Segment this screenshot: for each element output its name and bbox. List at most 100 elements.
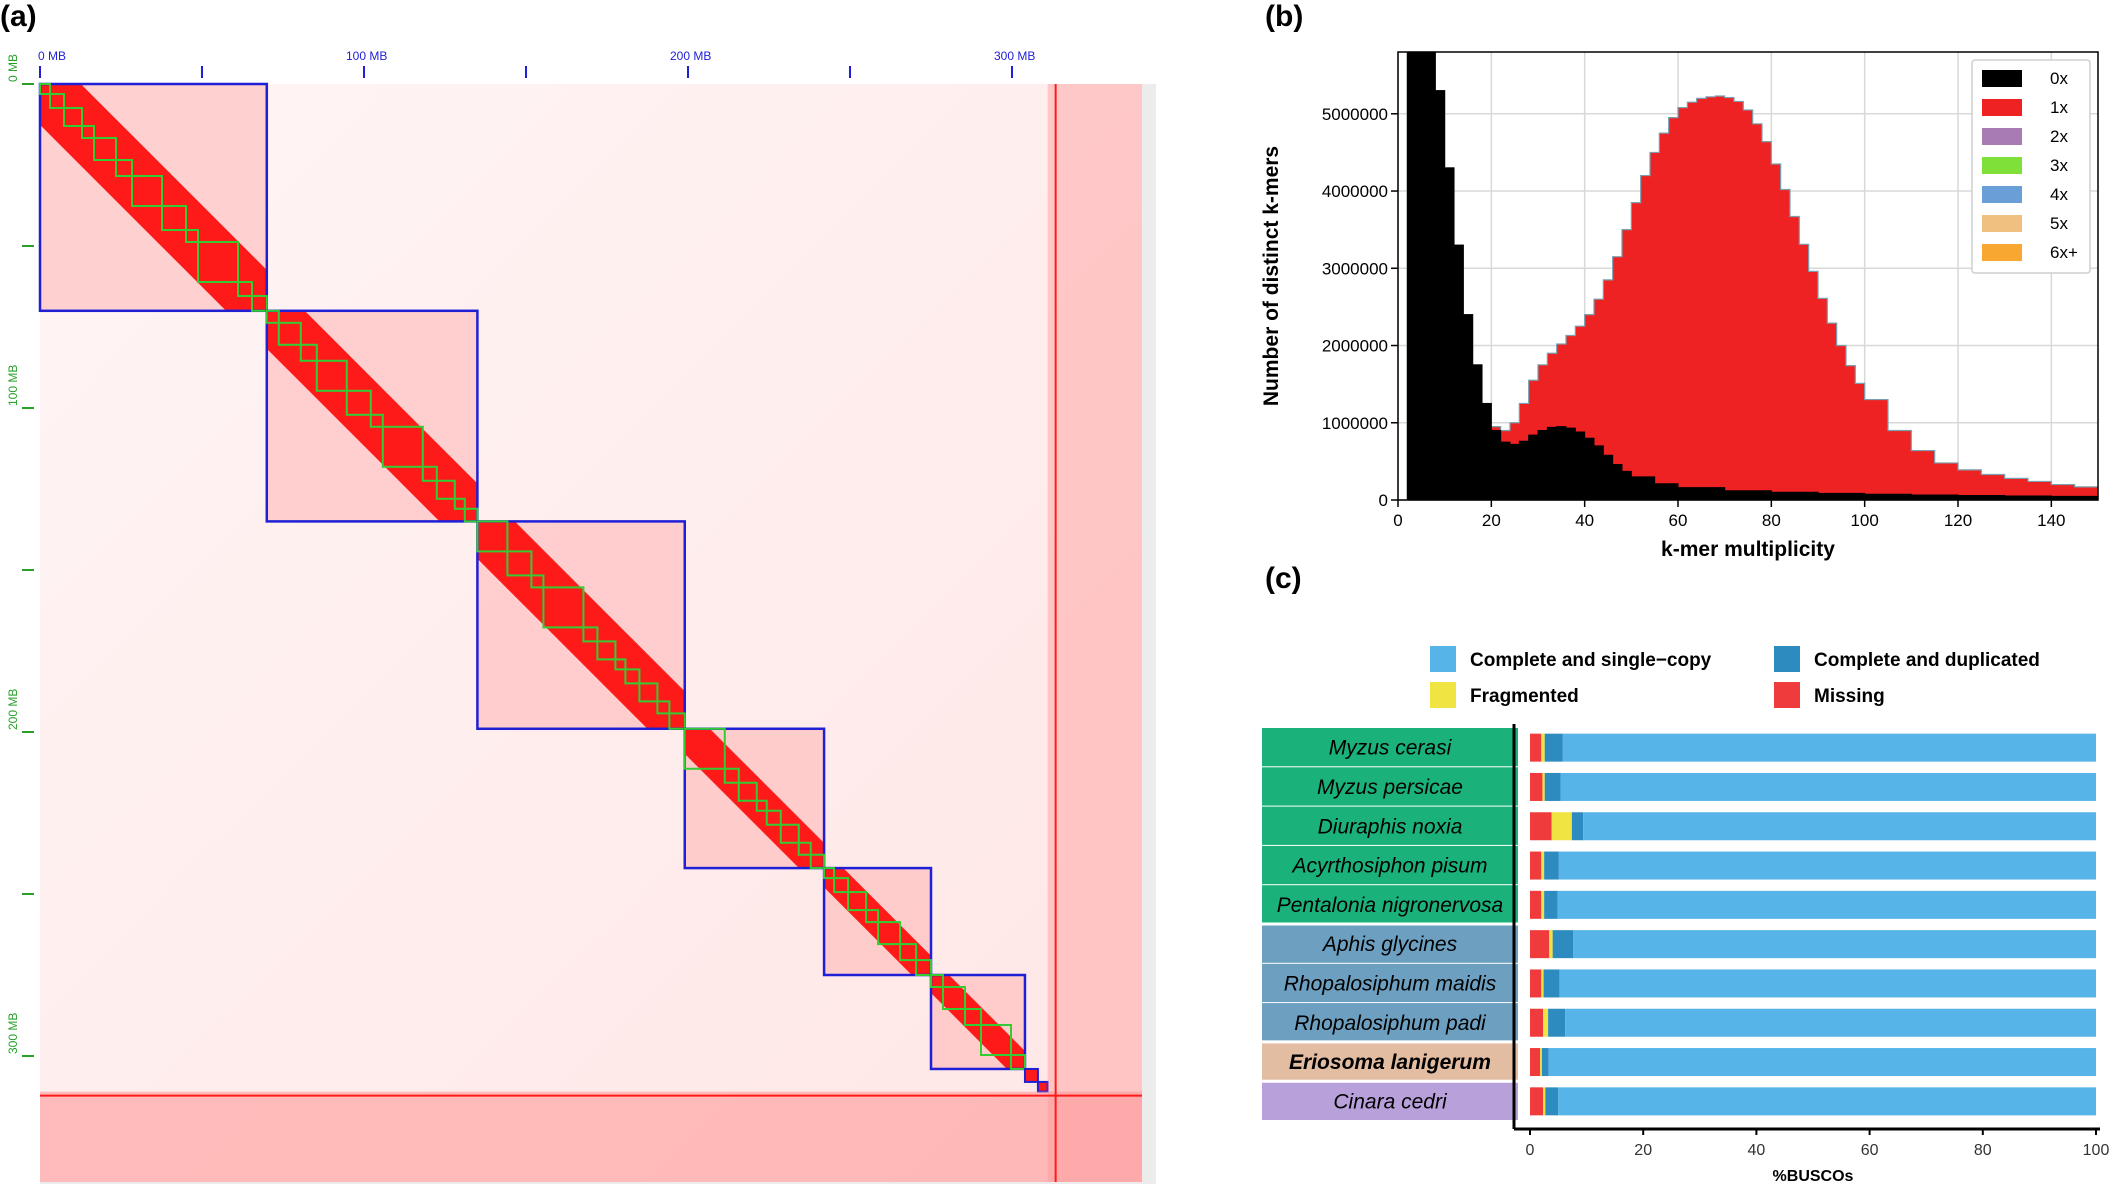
contig-box [737, 781, 758, 802]
kmer-spectrum-chart: 0 20 40 60 80 100 120 140 0 1000000 2000000 3000000… [1260, 51, 2099, 561]
y-tick-label: 300 MB [6, 1013, 20, 1054]
legend-swatch [1982, 70, 2022, 87]
x-tick-label: 100 [1850, 511, 1878, 530]
category-label-bg [1262, 1003, 1518, 1042]
contig-box [847, 891, 868, 912]
contig-box [899, 943, 918, 962]
legend-swatch [1430, 646, 1456, 672]
bar-segment [1543, 1087, 1546, 1116]
contig-box [237, 281, 253, 297]
contig-box [723, 767, 740, 784]
legend-label: 5x [2050, 214, 2068, 233]
bar-segment [1558, 851, 2096, 880]
y-tick-label: 3000000 [1322, 259, 1388, 278]
x-tick-label: 140 [2037, 511, 2065, 530]
legend-label: 4x [2050, 185, 2068, 204]
legend-swatch [1430, 682, 1456, 708]
contig-box [369, 413, 384, 428]
x-tick-label: 20 [1482, 511, 1501, 530]
bar-segment [1573, 930, 2096, 959]
contig-box [755, 799, 768, 812]
contig-box [809, 853, 826, 870]
legend-swatch [1982, 157, 2022, 174]
y-tick-label: 100 MB [6, 365, 20, 406]
legend-label: Complete and duplicated [1814, 650, 2040, 671]
contig-box [582, 626, 599, 643]
x-tick-label: 40 [1748, 1142, 1766, 1159]
bar-segment [1544, 890, 1558, 919]
bar-segment [1548, 1048, 2096, 1077]
contig-box [185, 229, 199, 243]
legend-label: Missing [1814, 686, 1885, 707]
category-label-bg [1262, 1081, 1518, 1120]
bar-segment [1543, 1008, 1549, 1037]
contig-box [765, 809, 782, 826]
contig-box [614, 658, 627, 671]
category-label-bg [1262, 924, 1518, 963]
unplaced-region-right [1047, 84, 1142, 1182]
contig-box [779, 823, 800, 844]
contig-box [161, 205, 187, 231]
contig-box [265, 309, 280, 324]
bar-segment [1530, 890, 1542, 919]
bar-segment [1530, 772, 1543, 801]
legend-label: 0x [2050, 69, 2068, 88]
contig-box [197, 241, 239, 283]
bar-segment [1540, 1048, 1542, 1077]
contig-box [115, 159, 133, 177]
bar-segment [1557, 890, 2096, 919]
chromosome-diagonal-band [477, 521, 685, 729]
bar-segment [1530, 1008, 1544, 1037]
contig-box [542, 586, 585, 629]
contig-box [797, 841, 812, 856]
bar-segment [1530, 1087, 1544, 1116]
chromosome-box [929, 973, 1027, 1071]
y-axis-title: Number of distinct k-mers [1260, 146, 1283, 406]
legend-swatch [1982, 215, 2022, 232]
bar-segment [1562, 733, 2096, 762]
bar-segment [1541, 733, 1545, 762]
contig-box [453, 497, 466, 510]
contig-box [476, 520, 509, 553]
bar-segment [1545, 1087, 1559, 1116]
contig-box [435, 479, 456, 500]
category-label: Eriosoma lanigerum [1289, 1051, 1491, 1074]
x-tick-label: 120 [1944, 511, 1972, 530]
chromosome-box [265, 309, 479, 523]
series-0x-area [1406, 51, 2099, 501]
y-tick-label: 0 [1379, 491, 1388, 510]
contig-box [596, 640, 617, 661]
legend-label: Fragmented [1470, 686, 1579, 707]
x-tick-label: 100 [2083, 1142, 2110, 1159]
bar-segment [1530, 1048, 1541, 1077]
contig-box [345, 389, 372, 416]
category-label: Acyrthosiphon pisum [1291, 855, 1488, 878]
category-label: Rhopalosiphum maidis [1284, 972, 1497, 995]
x-tick-label: 0 MB [38, 49, 66, 63]
chromosome-box [683, 727, 826, 870]
category-label: Aphis glycines [1321, 933, 1458, 956]
hic-contact-map: 0 MB 0 MB 100 MB 100 MB 200 MB 200 MB 300 MB 30… [6, 49, 1156, 1184]
bar-segment [1530, 812, 1552, 841]
bar-segment [1542, 772, 1545, 801]
contig-box [656, 700, 671, 715]
series-1x-area [1406, 51, 2099, 501]
contig-box [277, 321, 302, 346]
legend-swatch [1982, 244, 2022, 261]
x-tick-label: 200 MB [670, 49, 711, 63]
y-tick-label: 200 MB [6, 689, 20, 730]
contig-box [49, 93, 65, 109]
bar-segment [1530, 733, 1542, 762]
chromosome-diagonal-band [266, 310, 478, 522]
category-label: Pentalonia nigronervosa [1277, 894, 1504, 917]
x-tick-label: 100 MB [346, 49, 387, 63]
category-label-bg [1262, 806, 1518, 845]
x-tick-label: 0 [1393, 511, 1402, 530]
bar-segment [1571, 812, 1584, 841]
contig-box [683, 727, 726, 770]
legend-swatch [1982, 186, 2022, 203]
bar-segment [1552, 930, 1574, 959]
chromosome-diagonal-band [40, 84, 267, 311]
bar-segment [1541, 969, 1544, 998]
legend-label: 1x [2050, 98, 2068, 117]
